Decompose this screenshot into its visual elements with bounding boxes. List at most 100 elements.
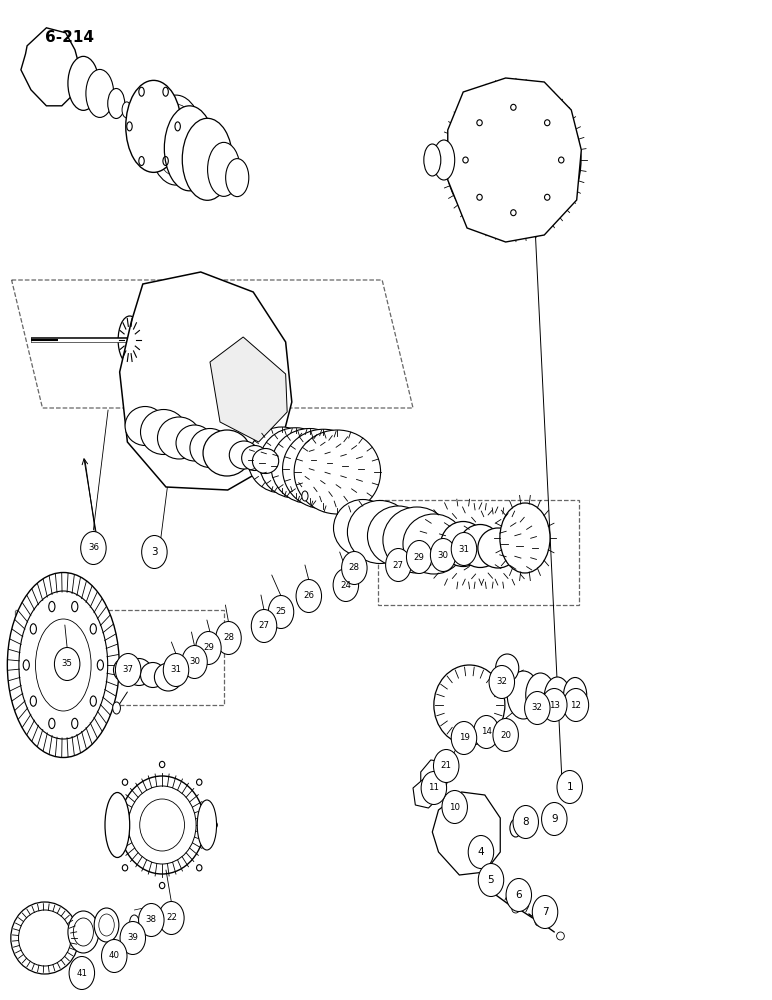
Text: 41: 41 [76,968,87,978]
Text: 40: 40 [109,952,120,960]
Circle shape [542,802,567,836]
Ellipse shape [113,658,137,682]
Circle shape [252,609,277,643]
Text: 10: 10 [449,802,460,812]
Text: 6: 6 [516,890,522,900]
Text: 9: 9 [551,814,557,824]
Polygon shape [448,78,581,242]
Ellipse shape [94,908,119,942]
Ellipse shape [433,140,455,180]
Ellipse shape [176,425,213,461]
Circle shape [489,666,515,698]
Polygon shape [432,792,500,875]
Ellipse shape [283,429,364,509]
Ellipse shape [68,911,99,953]
Ellipse shape [203,430,251,476]
Text: 6-214: 6-214 [45,30,93,45]
Text: 11: 11 [428,784,439,792]
Circle shape [333,568,358,601]
Circle shape [442,790,467,824]
Text: 19: 19 [459,734,469,742]
Ellipse shape [242,446,268,471]
Ellipse shape [526,673,555,717]
Text: 27: 27 [259,621,269,631]
Text: 28: 28 [223,634,234,643]
Ellipse shape [154,663,182,691]
Circle shape [451,722,476,754]
Circle shape [532,896,557,928]
Text: 24: 24 [340,580,351,589]
Ellipse shape [294,430,381,514]
Ellipse shape [441,522,486,566]
Ellipse shape [557,932,564,940]
Text: 37: 37 [123,666,134,674]
Text: 30: 30 [438,550,449,560]
Ellipse shape [459,524,502,568]
Ellipse shape [544,677,571,717]
Ellipse shape [478,528,518,568]
Text: 28: 28 [349,564,360,572]
Ellipse shape [446,85,581,235]
Ellipse shape [182,118,232,200]
Circle shape [564,688,588,722]
Circle shape [54,648,80,680]
Ellipse shape [157,417,201,459]
Text: 25: 25 [276,607,286,616]
Ellipse shape [229,441,259,469]
Ellipse shape [383,507,451,573]
Circle shape [473,716,499,748]
Ellipse shape [153,328,171,362]
Ellipse shape [68,56,99,110]
Circle shape [195,632,221,664]
Ellipse shape [11,902,79,974]
Circle shape [468,836,493,868]
Text: 36: 36 [88,544,99,552]
Ellipse shape [130,109,136,119]
Text: 29: 29 [203,644,214,652]
Text: 26: 26 [303,591,314,600]
Ellipse shape [403,514,465,574]
Ellipse shape [130,915,139,929]
Ellipse shape [496,654,519,682]
Ellipse shape [108,88,125,118]
Text: 31: 31 [459,544,469,554]
Ellipse shape [141,410,187,454]
Circle shape [506,879,531,912]
Ellipse shape [120,776,205,874]
Circle shape [451,532,476,566]
Text: 1: 1 [567,782,573,792]
Circle shape [430,538,455,572]
Text: 4: 4 [478,847,484,857]
Polygon shape [120,272,292,490]
Circle shape [268,595,293,629]
Circle shape [80,532,106,564]
Ellipse shape [122,102,131,118]
Text: 32: 32 [532,704,543,712]
Circle shape [120,922,145,954]
Ellipse shape [259,428,332,498]
Ellipse shape [424,144,441,176]
Ellipse shape [347,500,412,564]
Circle shape [557,770,582,804]
Circle shape [406,540,432,574]
Circle shape [478,863,503,896]
Text: 5: 5 [488,875,494,885]
Ellipse shape [164,106,215,191]
Text: 13: 13 [549,700,560,710]
Ellipse shape [126,80,181,172]
Ellipse shape [507,671,540,719]
Circle shape [139,904,164,936]
Text: 38: 38 [146,916,157,924]
Ellipse shape [198,800,216,850]
Ellipse shape [113,702,120,714]
Text: 12: 12 [571,700,581,710]
Text: 14: 14 [481,728,492,736]
Ellipse shape [252,448,279,474]
Circle shape [296,580,321,612]
Ellipse shape [434,665,505,745]
Ellipse shape [271,428,348,504]
Ellipse shape [302,491,308,501]
Ellipse shape [248,427,316,493]
Ellipse shape [535,918,543,926]
Circle shape [141,536,167,568]
